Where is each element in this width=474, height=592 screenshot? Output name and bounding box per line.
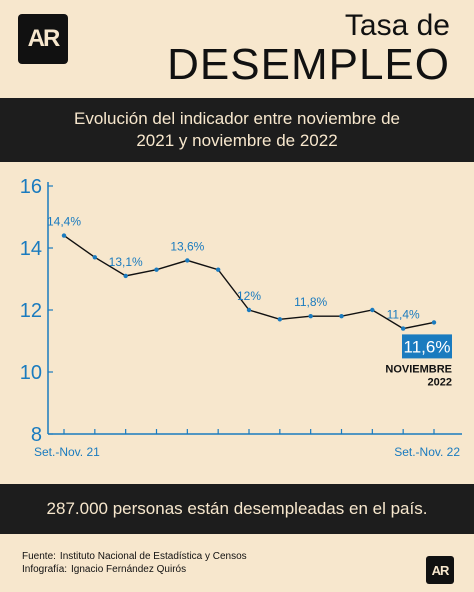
brand-logo: AR: [18, 14, 68, 64]
title-small: Tasa de: [344, 9, 450, 42]
last-value-label: 11,6%: [404, 337, 451, 356]
x-tick-label: Set.-Nov. 22: [394, 445, 460, 459]
data-point: [154, 267, 159, 272]
title-block: Tasa de DESEMPLEO: [167, 10, 450, 88]
footer-source: Fuente: Instituto Nacional de Estadística…: [22, 550, 247, 563]
data-label: 14,4%: [47, 215, 81, 229]
data-label: 13,6%: [170, 239, 204, 253]
data-label: 11,8%: [294, 295, 327, 309]
credit-label: Infografía:: [22, 564, 68, 575]
brand-logo-small: AR: [426, 556, 454, 584]
last-value-caption-year: 2022: [428, 376, 452, 388]
data-point: [215, 267, 221, 272]
subtitle: Evolución del indicador entre noviembre …: [73, 109, 401, 150]
data-point: [400, 326, 406, 331]
credit-value: Ignacio Fernández Quirós: [71, 564, 187, 575]
data-point: [308, 314, 313, 319]
x-tick-label: Set.-Nov. 21: [34, 445, 100, 459]
data-point: [277, 317, 283, 322]
footer-credit: Infografía: Ignacio Fernández Quirós: [22, 563, 247, 576]
data-point: [123, 273, 128, 279]
data-point: [431, 320, 437, 325]
y-tick-label: 14: [20, 238, 42, 260]
y-tick-label: 10: [20, 362, 42, 384]
highlight-band: 287.000 personas están desempleadas en e…: [0, 484, 474, 534]
data-point: [92, 255, 98, 260]
data-point: [246, 307, 252, 313]
y-tick-label: 12: [20, 300, 42, 322]
subtitle-band: Evolución del indicador entre noviembre …: [0, 98, 474, 162]
data-label: 12%: [237, 289, 261, 303]
last-value-caption-month: NOVIEMBRE: [385, 363, 452, 375]
y-tick-label: 8: [31, 424, 42, 446]
data-point: [185, 258, 190, 263]
data-label: 13,1%: [109, 255, 143, 269]
unemployment-line-chart: 8 10 12 14 16 Set.-Nov. 21 Set.-Nov. 22 14,4% 13…: [20, 176, 462, 459]
source-label: Fuente:: [22, 551, 56, 562]
series-line: [63, 235, 435, 330]
highlight-text: 287.000 personas están desempleadas en e…: [46, 499, 428, 518]
footer: Fuente: Instituto Nacional de Estadística…: [22, 550, 247, 576]
data-point: [370, 307, 375, 313]
data-point: [61, 233, 67, 238]
data-point: [339, 314, 344, 319]
source-value: Instituto Nacional de Estadística y Cens…: [59, 551, 247, 562]
y-tick-label: 16: [20, 176, 42, 198]
data-label: 11,4%: [387, 308, 420, 322]
last-value-box: [402, 334, 452, 359]
page-title: DESEMPLEO: [167, 40, 450, 89]
